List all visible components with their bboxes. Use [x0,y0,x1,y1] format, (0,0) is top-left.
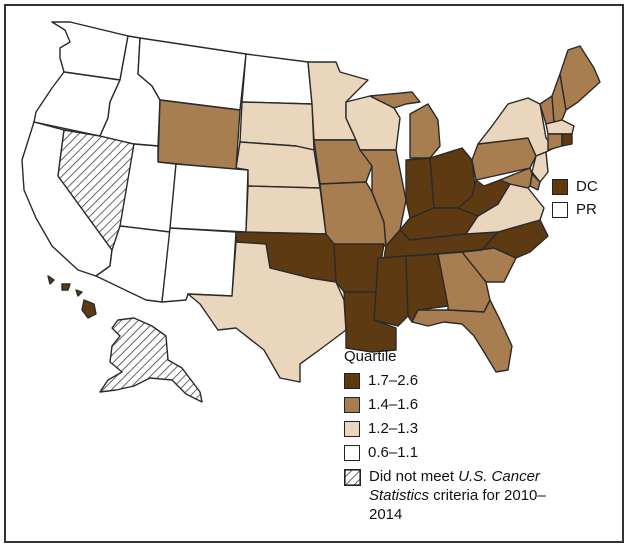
legend-label: 0.6–1.1 [368,444,419,461]
hatch-swatch [344,469,361,486]
legend-item: 0.6–1.1 [344,443,604,462]
state-ma [545,119,575,135]
state-ne [235,141,321,189]
state-ct [547,133,563,151]
state-tx [187,241,347,383]
state-co [169,163,249,233]
state-nh [551,73,567,123]
legend-item: 1.2–1.3 [344,419,604,438]
dc-indicator: DC [552,178,598,195]
state-hi [47,275,97,319]
legend-label: 1.4–1.6 [368,396,419,413]
state-md [499,167,533,189]
legend-item-not-met: Did not meet U.S. Cancer Statistics crit… [344,467,604,524]
pr-indicator: PR [552,201,597,218]
state-nm [161,227,237,303]
state-nd [241,53,313,105]
not-met-prefix: Did not meet [369,468,459,485]
legend-swatch [344,397,360,413]
legend-swatch [344,421,360,437]
state-ri [561,133,573,147]
state-wy [157,99,241,171]
legend-swatch [344,373,360,389]
not-met-suffix: criteria for 2010–2014 [369,487,546,523]
map-legend: Quartile 1.7–2.6 1.4–1.6 1.2–1.3 0.6–1.1… [344,348,604,529]
pr-swatch [552,201,568,218]
legend-not-met-label: Did not meet U.S. Cancer Statistics crit… [369,467,569,524]
legend-title: Quartile [344,348,397,365]
dc-swatch [552,178,568,195]
legend-item: 1.7–2.6 [344,371,604,390]
state-nj [531,151,549,183]
pr-label: PR [576,201,597,218]
legend-label: 1.7–2.6 [368,372,419,389]
state-mi [369,91,441,159]
state-ms [373,255,409,327]
state-me [559,45,601,111]
state-fl [411,299,513,373]
state-wa [51,21,129,81]
state-ny [477,97,555,157]
state-ia [313,139,373,185]
legend-label: 1.2–1.3 [368,420,419,437]
dc-label: DC [576,178,598,195]
state-ks [245,185,327,235]
legend-item: 1.4–1.6 [344,395,604,414]
state-ak [99,317,203,403]
not-met-italic: U.S. Cancer Statistics [369,468,540,504]
legend-swatch [344,445,360,461]
